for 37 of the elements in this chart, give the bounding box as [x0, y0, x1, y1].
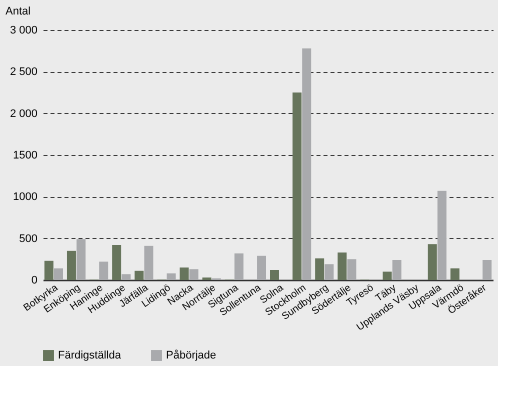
- y-tick-label: 2 500: [10, 66, 38, 78]
- bar: [324, 264, 334, 280]
- y-tick-label: 0: [31, 274, 38, 286]
- bar: [134, 270, 144, 280]
- legend-label: Påbörjade: [166, 350, 216, 362]
- legend-label: Färdigställda: [58, 350, 122, 362]
- bar: [189, 269, 198, 280]
- bar: [144, 246, 154, 280]
- bar: [66, 250, 76, 280]
- y-tick-label: 3 000: [10, 24, 38, 36]
- bar: [112, 245, 122, 280]
- bar: [122, 274, 131, 280]
- bar: [54, 268, 64, 280]
- bar: [450, 268, 460, 280]
- bar: [234, 253, 244, 280]
- bar: [392, 260, 402, 280]
- bar: [302, 48, 312, 280]
- y-tick-label: 500: [19, 232, 38, 245]
- bar: [482, 260, 492, 280]
- bar: [270, 270, 279, 280]
- y-tick-label: 1500: [13, 150, 38, 162]
- bar: [166, 273, 176, 280]
- bar: [257, 256, 266, 280]
- y-tick-label: 1000: [13, 191, 38, 204]
- bar: [315, 258, 324, 280]
- bar: [44, 260, 54, 280]
- bar: [76, 239, 86, 280]
- y-axis-title: Antal: [6, 6, 31, 18]
- bar: [180, 268, 189, 280]
- bar: [99, 262, 108, 280]
- bar: [382, 272, 392, 280]
- bar: [338, 252, 347, 280]
- bar: [437, 190, 446, 280]
- bar: [428, 244, 437, 280]
- y-tick-label: 2 000: [10, 108, 38, 120]
- bar: [292, 92, 302, 280]
- bar: [347, 259, 356, 280]
